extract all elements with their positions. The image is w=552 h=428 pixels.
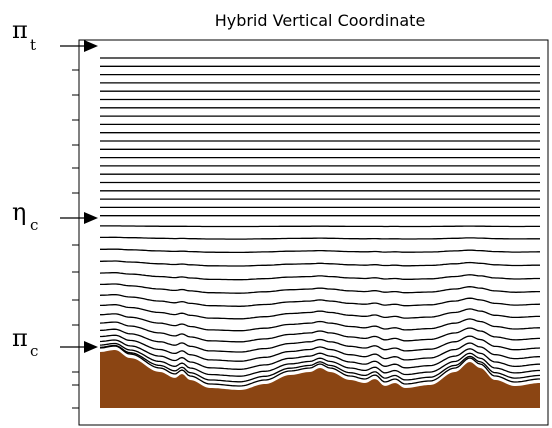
coordinate-line bbox=[99, 344, 541, 383]
arrow-head bbox=[84, 341, 98, 353]
frame bbox=[78, 39, 549, 426]
level-subscript: c bbox=[30, 216, 38, 234]
arrow-head bbox=[84, 212, 98, 224]
level-label: η c bbox=[12, 198, 98, 234]
coordinate-line bbox=[99, 328, 541, 353]
axis-ticks bbox=[72, 69, 79, 409]
title: Hybrid Vertical Coordinate bbox=[215, 11, 426, 30]
coordinate-line bbox=[99, 321, 540, 343]
coordinate-line bbox=[100, 313, 540, 332]
coordinate-layers bbox=[99, 57, 541, 408]
coordinate-line bbox=[100, 248, 540, 254]
level-label: π t bbox=[12, 16, 98, 54]
coordinate-line bbox=[99, 345, 540, 387]
coordinate-line bbox=[99, 339, 540, 370]
terrain bbox=[100, 350, 540, 408]
coordinate-line bbox=[99, 294, 541, 307]
coordinate-line bbox=[99, 272, 540, 281]
coordinate-line bbox=[100, 236, 540, 240]
level-subscript: c bbox=[30, 342, 38, 360]
coordinate-line bbox=[100, 304, 540, 320]
level-symbol: η bbox=[12, 198, 26, 226]
coordinate-line bbox=[100, 225, 540, 228]
arrow-head bbox=[84, 40, 98, 52]
coordinate-line bbox=[100, 260, 540, 267]
coordinate-line bbox=[100, 283, 540, 294]
level-symbol: π bbox=[12, 324, 28, 352]
level-subscript: t bbox=[30, 36, 36, 54]
level-label: π c bbox=[12, 324, 98, 360]
coordinate-line bbox=[100, 334, 540, 362]
level-symbol: π bbox=[12, 16, 28, 44]
coordinate-line bbox=[99, 342, 540, 377]
